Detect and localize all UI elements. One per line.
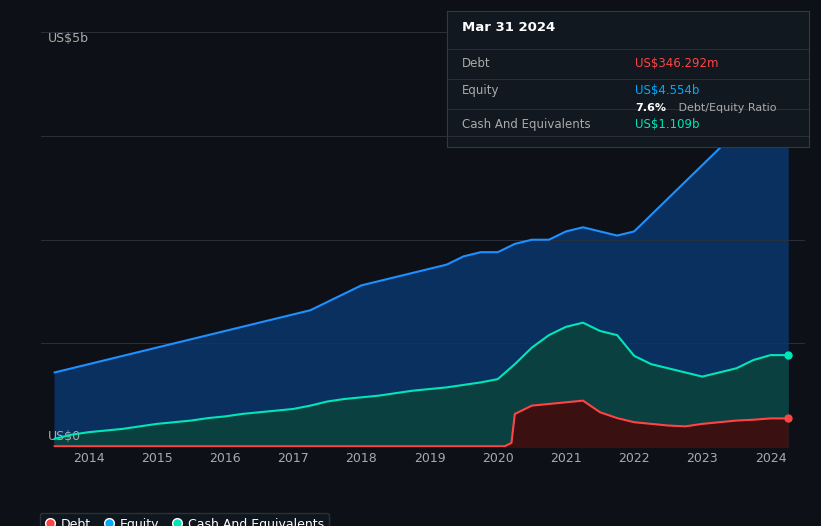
Text: US$346.292m: US$346.292m [635,57,719,69]
Text: Mar 31 2024: Mar 31 2024 [462,22,555,35]
Text: US$1.109b: US$1.109b [635,117,699,130]
Text: 7.6%: 7.6% [635,103,667,113]
Text: Equity: Equity [462,84,499,97]
Text: Debt: Debt [462,57,490,69]
Text: US$0: US$0 [48,430,81,443]
Text: US$4.554b: US$4.554b [635,84,699,97]
Text: Debt/Equity Ratio: Debt/Equity Ratio [675,103,777,113]
Text: US$5b: US$5b [48,33,89,45]
Text: Cash And Equivalents: Cash And Equivalents [462,117,590,130]
Legend: Debt, Equity, Cash And Equivalents: Debt, Equity, Cash And Equivalents [39,513,329,526]
